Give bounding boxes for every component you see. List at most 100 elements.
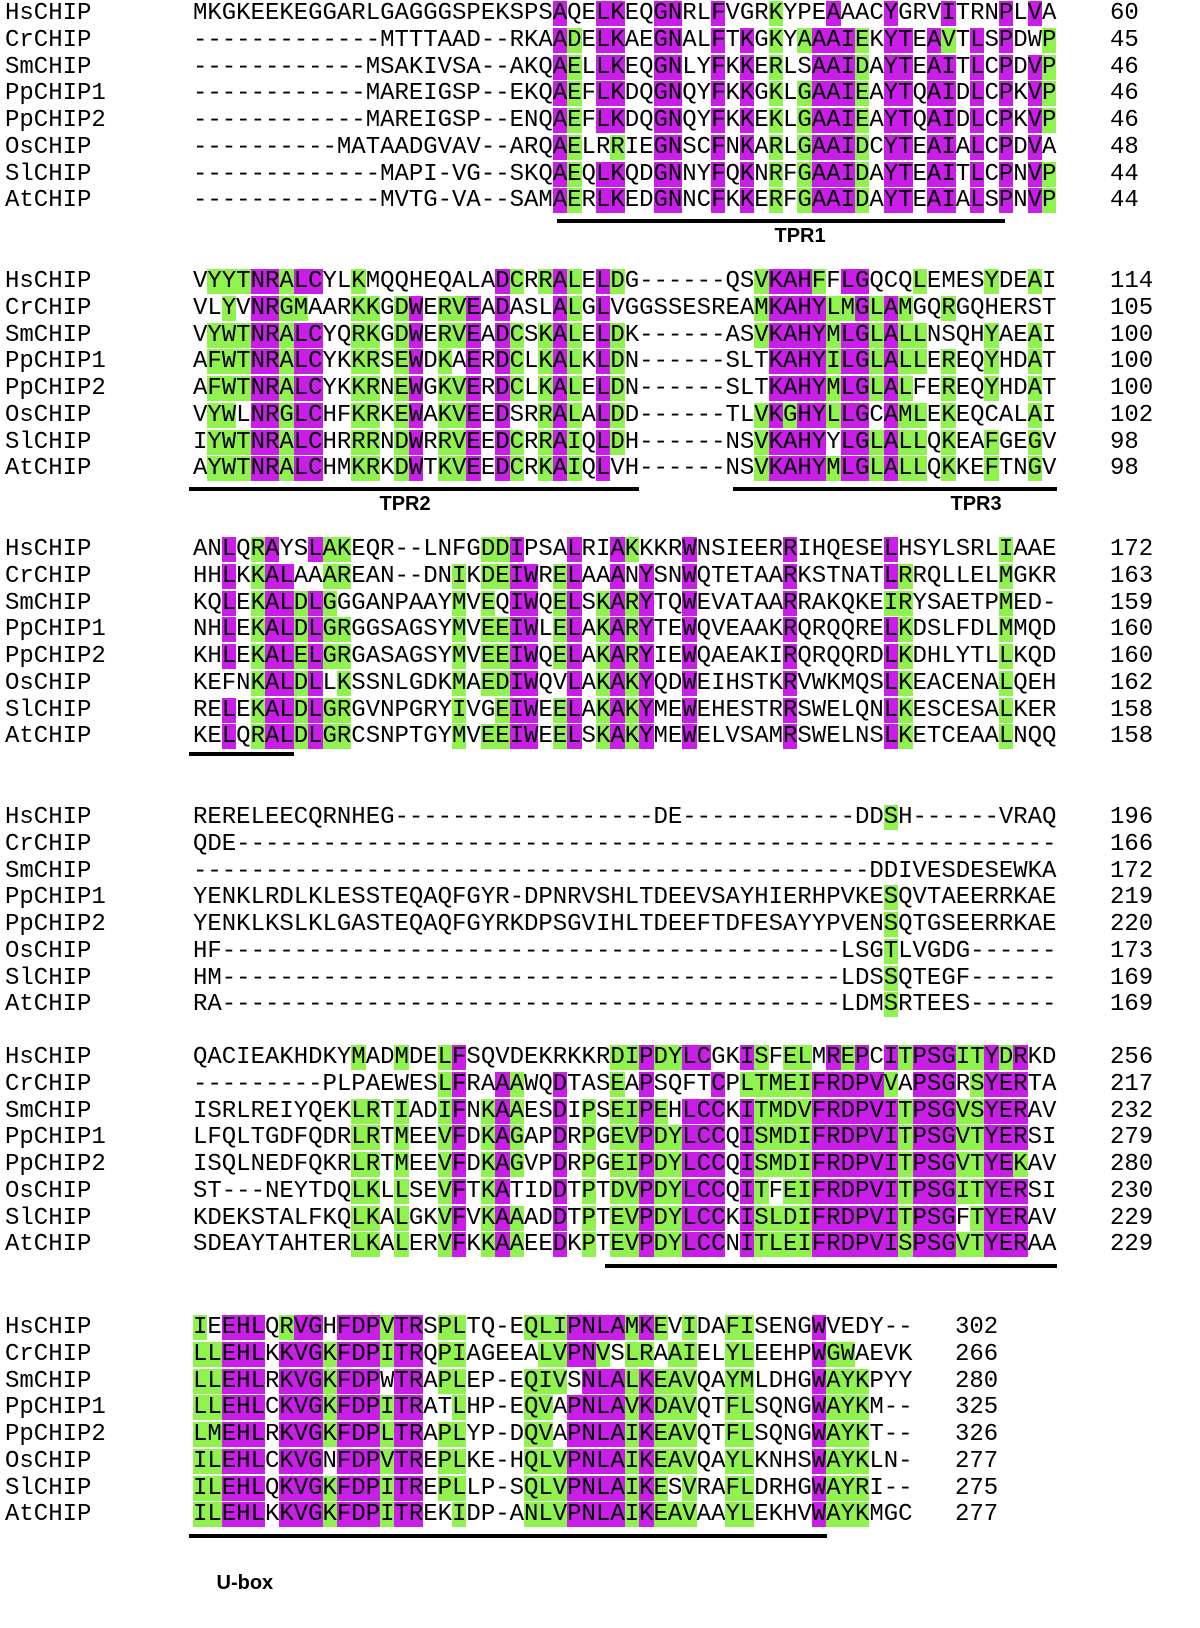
sequence-name: SlCHIP (5, 964, 92, 992)
residue-count: 162 (1110, 669, 1154, 697)
sequence-name: CrCHIP (5, 294, 92, 322)
sequence: KDEKSTALFKQLKALGKVFVKAAADDTPTEVPDYLCCKIS… (193, 1204, 1057, 1232)
sequence-name: SmCHIP (5, 857, 92, 885)
sequence-name: AtCHIP (5, 1501, 92, 1529)
sequence: -------------MAPI-VG--SKQAEQLKQDGNNYFQKN… (193, 160, 1057, 188)
sequence: ILEHLQKVGKFDPITREPLLP-SQLVPNLAIKESVRAFLD… (193, 1474, 913, 1502)
residue-count: 169 (1110, 991, 1154, 1019)
sequence-name: HsCHIP (5, 0, 92, 27)
sequence-name: HsCHIP (5, 1314, 92, 1341)
residue-count: 158 (1110, 696, 1154, 724)
sequence-name: CrCHIP (5, 26, 92, 54)
sequence-name: SmCHIP (5, 321, 92, 349)
residue-count: 159 (1110, 589, 1154, 617)
residue-count: 60 (1110, 0, 1139, 27)
residue-count: 280 (1110, 1151, 1154, 1178)
residue-count: 219 (1110, 884, 1154, 912)
sequence-name: PpCHIP2 (5, 911, 106, 938)
residue-count: 102 (1110, 401, 1154, 429)
residue-count: 48 (1110, 133, 1139, 161)
residue-count: 98 (1110, 428, 1139, 456)
residue-count: 256 (1110, 1044, 1154, 1071)
sequence: RA--------------------------------------… (193, 991, 1057, 1019)
sequence: KQLEKALDLGGGANPAAYMVEQIWQELSKARYTQWEVATA… (193, 589, 1057, 617)
sequence: AYWTNRALCHMKRKDWTKVEEDCRKAIQLVH------NSV… (193, 455, 1057, 483)
residue-count: 275 (955, 1474, 999, 1502)
sequence: LFQLTGDFQDRLRTMEEVFDKAGAPDRPGEVPDYLCCQIS… (193, 1124, 1057, 1152)
residue-count: 114 (1110, 268, 1154, 295)
residue-count: 98 (1110, 455, 1139, 483)
residue-count: 279 (1110, 1124, 1154, 1152)
sequence-name: AtCHIP (5, 723, 92, 751)
sequence: MKGKEEKEGGARLGAGGGSPEKSPSAQELKEQGNRLFVGR… (193, 0, 1057, 27)
sequence-name: OsCHIP (5, 669, 92, 697)
sequence: KEFNKALDLLKSSNLGDKMAEDIWQVLAKAKYQDWEIHST… (193, 669, 1057, 697)
sequence: ---------PLPAEWESLFRAAAWQDTASEAPSQFTCPLT… (193, 1070, 1057, 1098)
sequence: KELQRALDLGRCSNPTGYMVEEIWEELSKAKYMEWELVSA… (193, 723, 1057, 751)
residue-count: 172 (1110, 536, 1154, 563)
residue-count: 217 (1110, 1070, 1154, 1098)
sequence: ------------MAREIGSP--ENQAEFLKDQGNQYFKKE… (193, 107, 1057, 134)
residue-count: 105 (1110, 294, 1154, 322)
sequence: ------------MSAKIVSA--AKQAELLKEQGNLYFKKE… (193, 53, 1057, 81)
sequence: HHLKKALAAAREAN--DNIKDEIWRELAAANYSNWQTETA… (193, 562, 1057, 590)
residue-count: 100 (1110, 375, 1154, 402)
residue-count: 277 (955, 1501, 999, 1529)
sequence: VYWLNRGLCHFKRKEWAKVEEDSRRALALDD------TLV… (193, 401, 1057, 429)
sequence: YENKLKSLKLGASTEQAQFGYRKDPSGVIHLTDEEFTDFE… (193, 911, 1057, 938)
sequence-name: AtCHIP (5, 455, 92, 483)
sequence-name: HsCHIP (5, 804, 92, 831)
sequence: HM--------------------------------------… (193, 964, 1057, 992)
sequence-name: PpCHIP2 (5, 107, 106, 134)
residue-count: 44 (1110, 160, 1139, 188)
sequence: ------------MAREIGSP--EKQAEFLKDQGNQYFKKG… (193, 80, 1057, 108)
sequence: ILEHLCKVGNFDPVTREPLKE-HQLVPNLAIKEAVQAYLK… (193, 1447, 913, 1475)
sequence-name: SmCHIP (5, 1367, 92, 1395)
sequence-name: OsCHIP (5, 1447, 92, 1475)
sequence: -------------MTTTAAD--RKAADELKAEGNALFTKG… (193, 26, 1057, 54)
residue-count: 230 (1110, 1177, 1154, 1205)
residue-count: 160 (1110, 643, 1154, 670)
sequence-name: SmCHIP (5, 53, 92, 81)
sequence: AFWTNRALCYKKRSEWDKAERDCLKALKLDN------SLT… (193, 348, 1057, 376)
sequence: VYYTNRALCYLKMQQHEQALADCRRALELDG------QSV… (193, 268, 1057, 295)
domain-underline (188, 1534, 827, 1538)
sequence-name: PpCHIP2 (5, 643, 106, 670)
sequence: LLEHLRKVGKFDPWTRAPLEP-EQIVSNLALKEAVQAYML… (193, 1367, 913, 1395)
sequence-name: PpCHIP1 (5, 348, 106, 376)
sequence-name: OsCHIP (5, 937, 92, 965)
sequence: HF--------------------------------------… (193, 937, 1057, 965)
residue-count: 166 (1110, 830, 1154, 858)
residue-count: 100 (1110, 348, 1154, 376)
sequence-name: SlCHIP (5, 160, 92, 188)
sequence: ST---NEYTDQLKLLSEVFTKATIDDTPTDVPDYLCCQIT… (193, 1177, 1057, 1205)
sequence-name: PpCHIP1 (5, 80, 106, 108)
sequence-name: CrCHIP (5, 562, 92, 590)
domain-label: TPR2 (379, 493, 431, 515)
residue-count: 302 (955, 1314, 999, 1341)
sequence: VYWTNRALCYQRKGDWERVEADCSKALELDK------ASV… (193, 321, 1057, 349)
sequence-name: SlCHIP (5, 428, 92, 456)
sequence-name: PpCHIP2 (5, 375, 106, 402)
domain-underline (188, 752, 294, 756)
sequence: ----------MATAADGVAV--ARQAELRRIEGNSCFNKA… (193, 133, 1057, 161)
residue-count: 229 (1110, 1204, 1154, 1232)
sequence: -------------MVTG-VA--SAMAERLKEDGNNCFKKE… (193, 187, 1057, 215)
residue-count: 196 (1110, 804, 1154, 831)
sequence-name: HsCHIP (5, 536, 92, 563)
sequence: IYWTNRALCHRRRNDWRRVEEDCRRAIQLDH------NSV… (193, 428, 1057, 456)
sequence-name: SmCHIP (5, 589, 92, 617)
sequence-name: CrCHIP (5, 830, 92, 858)
sequence-name: PpCHIP1 (5, 884, 106, 912)
domain-underline (733, 487, 1057, 491)
residue-count: 220 (1110, 911, 1154, 938)
residue-count: 46 (1110, 80, 1139, 108)
sequence: NHLEKALDLGRGGSAGSYMVEEIWLELAKARYTEWQVEAA… (193, 616, 1057, 644)
residue-count: 173 (1110, 937, 1154, 965)
sequence: RELEKALDLGRGVNPGRYIVGEIWEELAKAKYMEWEHEST… (193, 696, 1057, 724)
residue-count: 232 (1110, 1097, 1154, 1125)
sequence: ----------------------------------------… (193, 857, 1057, 885)
domain-underline (604, 1264, 1057, 1268)
sequence: LLEHLKKVGKFDPITRQPIAGEEALVPNVSLRAAIELYLE… (193, 1340, 913, 1368)
